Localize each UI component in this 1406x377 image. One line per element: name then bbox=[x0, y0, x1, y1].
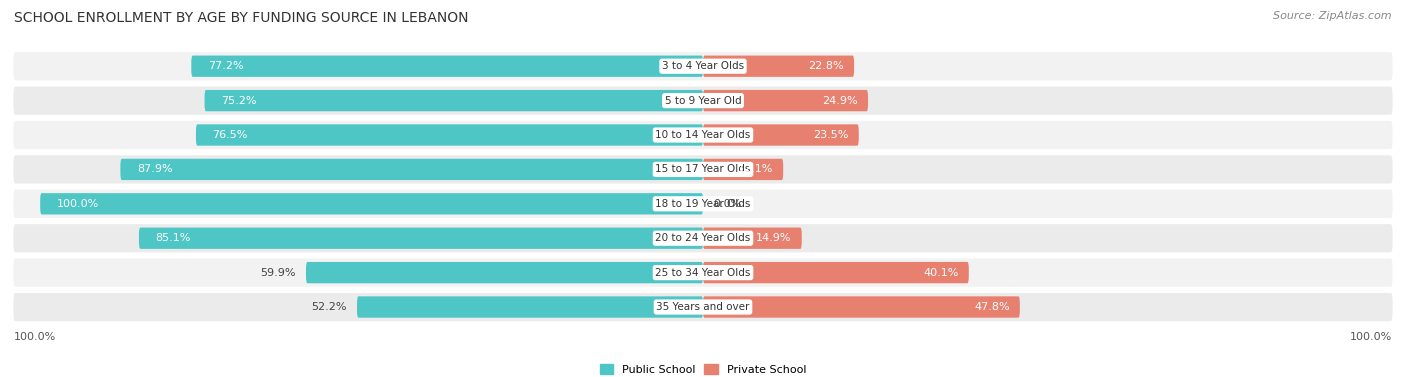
FancyBboxPatch shape bbox=[14, 86, 1392, 115]
Text: 18 to 19 Year Olds: 18 to 19 Year Olds bbox=[655, 199, 751, 209]
Text: 100.0%: 100.0% bbox=[56, 199, 98, 209]
Text: 77.2%: 77.2% bbox=[208, 61, 243, 71]
FancyBboxPatch shape bbox=[195, 124, 703, 146]
Legend: Public School, Private School: Public School, Private School bbox=[595, 360, 811, 377]
Text: 14.9%: 14.9% bbox=[756, 233, 792, 243]
Text: 3 to 4 Year Olds: 3 to 4 Year Olds bbox=[662, 61, 744, 71]
Text: 40.1%: 40.1% bbox=[924, 268, 959, 277]
Text: SCHOOL ENROLLMENT BY AGE BY FUNDING SOURCE IN LEBANON: SCHOOL ENROLLMENT BY AGE BY FUNDING SOUR… bbox=[14, 11, 468, 25]
FancyBboxPatch shape bbox=[14, 259, 1392, 287]
Text: 15 to 17 Year Olds: 15 to 17 Year Olds bbox=[655, 164, 751, 175]
FancyBboxPatch shape bbox=[703, 262, 969, 283]
Text: 5 to 9 Year Old: 5 to 9 Year Old bbox=[665, 96, 741, 106]
Text: 100.0%: 100.0% bbox=[1350, 332, 1392, 342]
FancyBboxPatch shape bbox=[14, 224, 1392, 252]
Text: 12.1%: 12.1% bbox=[738, 164, 773, 175]
FancyBboxPatch shape bbox=[703, 296, 1019, 318]
FancyBboxPatch shape bbox=[121, 159, 703, 180]
Text: 10 to 14 Year Olds: 10 to 14 Year Olds bbox=[655, 130, 751, 140]
Text: 100.0%: 100.0% bbox=[14, 332, 56, 342]
Text: 23.5%: 23.5% bbox=[814, 130, 849, 140]
FancyBboxPatch shape bbox=[703, 159, 783, 180]
FancyBboxPatch shape bbox=[703, 55, 853, 77]
FancyBboxPatch shape bbox=[14, 155, 1392, 184]
FancyBboxPatch shape bbox=[139, 228, 703, 249]
Text: 24.9%: 24.9% bbox=[823, 96, 858, 106]
FancyBboxPatch shape bbox=[14, 190, 1392, 218]
Text: 47.8%: 47.8% bbox=[974, 302, 1010, 312]
FancyBboxPatch shape bbox=[357, 296, 703, 318]
Text: 87.9%: 87.9% bbox=[136, 164, 173, 175]
FancyBboxPatch shape bbox=[14, 121, 1392, 149]
Text: 35 Years and over: 35 Years and over bbox=[657, 302, 749, 312]
FancyBboxPatch shape bbox=[191, 55, 703, 77]
FancyBboxPatch shape bbox=[204, 90, 703, 111]
Text: 76.5%: 76.5% bbox=[212, 130, 247, 140]
Text: 20 to 24 Year Olds: 20 to 24 Year Olds bbox=[655, 233, 751, 243]
Text: 85.1%: 85.1% bbox=[156, 233, 191, 243]
Text: 0.0%: 0.0% bbox=[713, 199, 741, 209]
FancyBboxPatch shape bbox=[41, 193, 703, 215]
FancyBboxPatch shape bbox=[703, 90, 868, 111]
FancyBboxPatch shape bbox=[14, 293, 1392, 321]
Text: 25 to 34 Year Olds: 25 to 34 Year Olds bbox=[655, 268, 751, 277]
Text: Source: ZipAtlas.com: Source: ZipAtlas.com bbox=[1274, 11, 1392, 21]
Text: 52.2%: 52.2% bbox=[312, 302, 347, 312]
FancyBboxPatch shape bbox=[307, 262, 703, 283]
FancyBboxPatch shape bbox=[14, 52, 1392, 80]
Text: 75.2%: 75.2% bbox=[221, 96, 257, 106]
Text: 59.9%: 59.9% bbox=[260, 268, 297, 277]
Text: 22.8%: 22.8% bbox=[808, 61, 844, 71]
FancyBboxPatch shape bbox=[703, 124, 859, 146]
FancyBboxPatch shape bbox=[703, 228, 801, 249]
